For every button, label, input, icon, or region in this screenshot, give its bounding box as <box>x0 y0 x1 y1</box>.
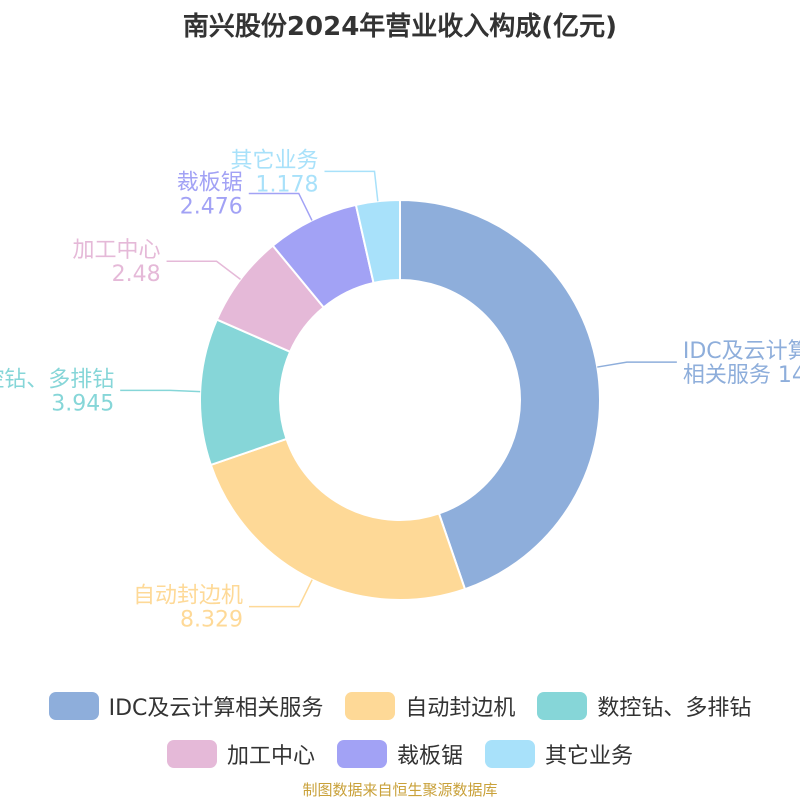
slice-label-name: 自动封边机 <box>133 584 243 609</box>
legend-label: 其它业务 <box>545 744 634 769</box>
leader-line <box>166 260 241 280</box>
leader-line <box>597 361 677 368</box>
slice-label-name: IDC及云计算 <box>683 339 800 364</box>
slice-label-name: 加工中心 <box>73 238 161 263</box>
slice-label-value: 3.945 <box>51 391 114 416</box>
legend-swatch <box>345 692 396 720</box>
leader-line <box>248 579 313 608</box>
slice-label-value: 2.476 <box>180 194 243 219</box>
legend-item-idc[interactable]: IDC及云计算相关服务 <box>48 690 324 722</box>
legend-item-panel-saw[interactable]: 裁板锯 <box>336 738 463 770</box>
legend-row-2: 加工中心 裁板锯 其它业务 <box>0 738 800 770</box>
legend-swatch <box>48 692 99 720</box>
slice-label-value: 8.329 <box>180 608 243 633</box>
slice-label-name: 裁板锯 <box>177 170 243 195</box>
legend-row-1: IDC及云计算相关服务 自动封边机 数控钻、多排钻 <box>0 690 800 722</box>
legend-label: IDC及云计算相关服务 <box>108 696 324 721</box>
legend-item-cnc-drill[interactable]: 数控钻、多排钻 <box>537 690 751 722</box>
legend-item-other[interactable]: 其它业务 <box>485 738 633 770</box>
legend-label: 加工中心 <box>226 744 315 769</box>
slice-label-name: 其它业务 <box>230 148 318 173</box>
legend-swatch <box>537 692 588 720</box>
slice-label-value: 1.178 <box>256 172 319 197</box>
legend-label: 自动封边机 <box>405 696 516 721</box>
source-note: 制图数据来自恒生聚源数据库 <box>302 781 498 799</box>
legend-swatch <box>336 740 387 768</box>
donut-slice[interactable] <box>399 198 601 591</box>
chart-title: 南兴股份2024年营业收入构成(亿元) <box>182 12 618 42</box>
leader-line <box>248 192 313 221</box>
slice-label-value: 相关服务 14.9 <box>683 363 800 388</box>
leader-line <box>324 170 379 202</box>
leader-line <box>120 389 201 393</box>
legend-label: 数控钻、多排钻 <box>597 696 752 721</box>
donut-slice[interactable] <box>209 437 467 601</box>
legend-item-edge-bander[interactable]: 自动封边机 <box>345 690 515 722</box>
slice-label-value: 2.48 <box>112 262 161 287</box>
slice-label-name: 数控钻、多排钻 <box>0 367 114 392</box>
legend-swatch <box>166 740 217 768</box>
donut-slice[interactable] <box>354 198 401 285</box>
legend-item-machining-center[interactable]: 加工中心 <box>166 738 315 770</box>
legend-swatch <box>485 740 535 768</box>
legend-label: 裁板锯 <box>396 744 463 769</box>
